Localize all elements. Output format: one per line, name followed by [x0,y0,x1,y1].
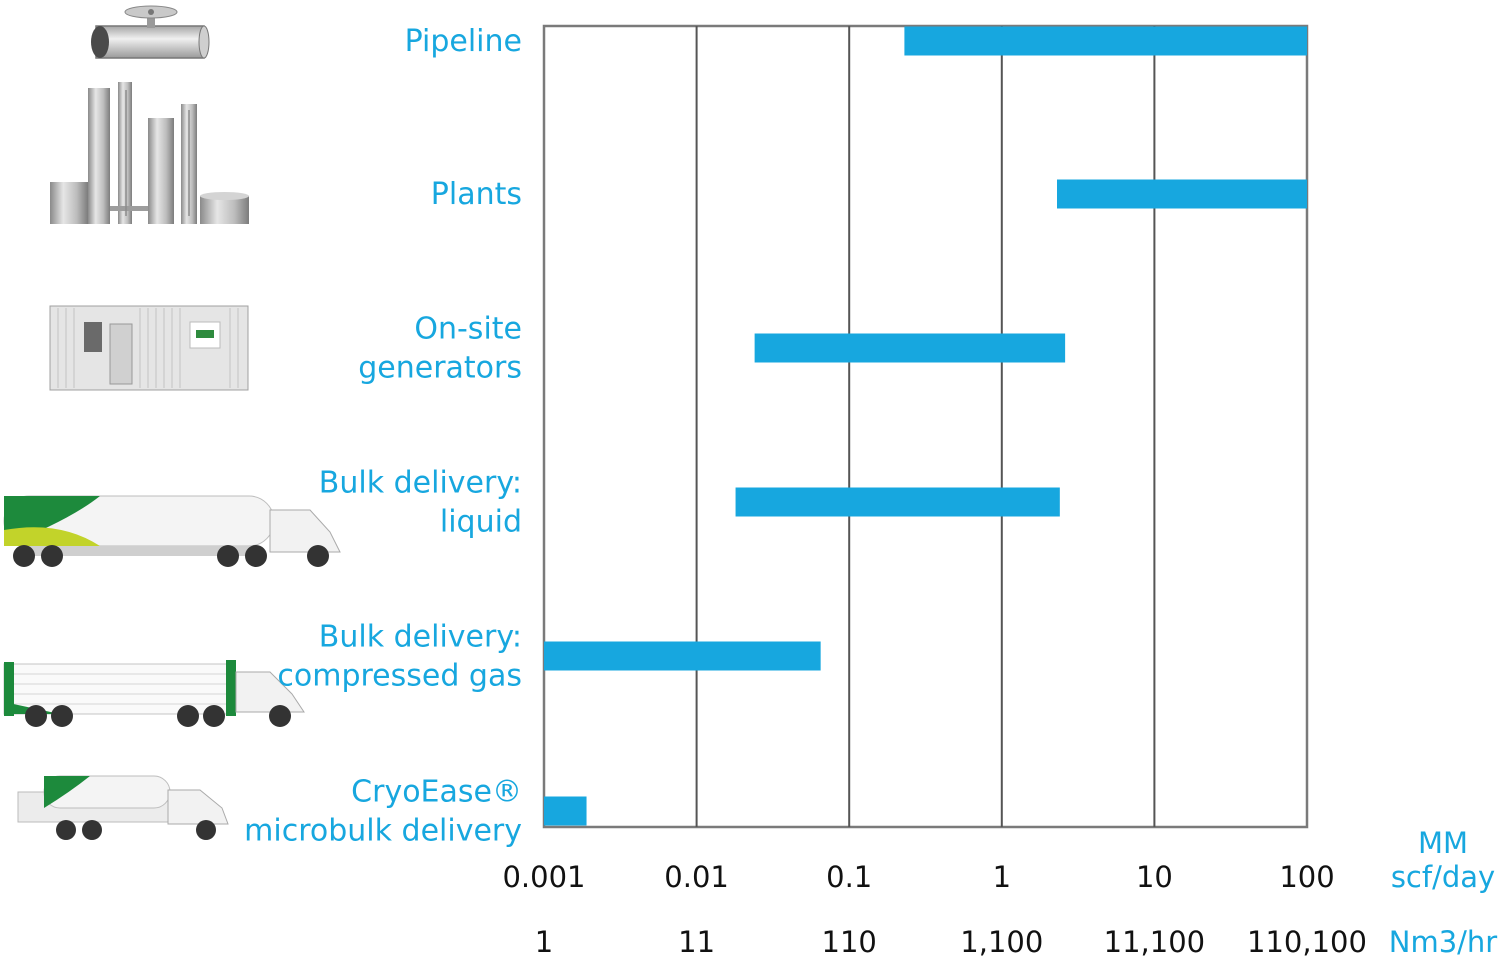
range-bar [544,796,587,826]
primary-tick-label: 100 [1279,860,1334,894]
category-labels: Pipeline Plants On-site generators Bulk deli… [244,24,522,849]
range-bar [904,26,1307,56]
liquid-tanker-truck-icon [3,495,341,567]
secondary-unit-label: Nm3/hr [1389,925,1498,959]
plot-frame [542,24,1309,829]
generator-container-icon [49,305,249,391]
range-bar [754,333,1066,363]
primary-tick-label: 0.1 [826,860,872,894]
range-bar [735,487,1060,517]
primary-tick-label: 10 [1136,860,1173,894]
secondary-tick-label: 110 [822,925,877,959]
primary-tick-label: 1 [993,860,1011,894]
secondary-tick-label: 1,100 [960,925,1043,959]
primary-tick-labels: 0.001 0.01 0.1 1 10 100 [502,860,1334,894]
tube-trailer-truck-icon [3,660,305,727]
secondary-tick-label: 110,100 [1247,925,1367,959]
secondary-tick-label: 11 [678,925,715,959]
category-label: Bulk delivery: [319,466,522,501]
category-label: CryoEase® [351,775,522,810]
primary-unit-line-2: scf/day [1391,860,1495,894]
plant-icon [50,82,249,224]
category-label: generators [358,351,522,386]
gridlines [695,26,1156,827]
range-bar [1056,179,1307,209]
category-label: liquid [440,505,522,540]
category-label: Bulk delivery: [319,620,522,655]
secondary-tick-label: 11,100 [1104,925,1205,959]
range-bar [544,641,821,671]
category-label: microbulk delivery [244,814,522,849]
category-label: Plants [431,177,522,212]
pipeline-icon [91,5,210,59]
category-label: Pipeline [405,24,522,59]
range-bars [544,26,1307,826]
primary-unit-line-1: MM [1418,826,1468,860]
primary-tick-label: 0.001 [502,860,585,894]
category-label: On-site [414,312,522,347]
secondary-tick-label: 1 [535,925,553,959]
microbulk-truck-icon [17,775,229,840]
primary-tick-label: 0.01 [664,860,729,894]
category-label: compressed gas [277,659,522,694]
secondary-tick-labels: 1 11 110 1,100 11,100 110,100 [535,925,1367,959]
